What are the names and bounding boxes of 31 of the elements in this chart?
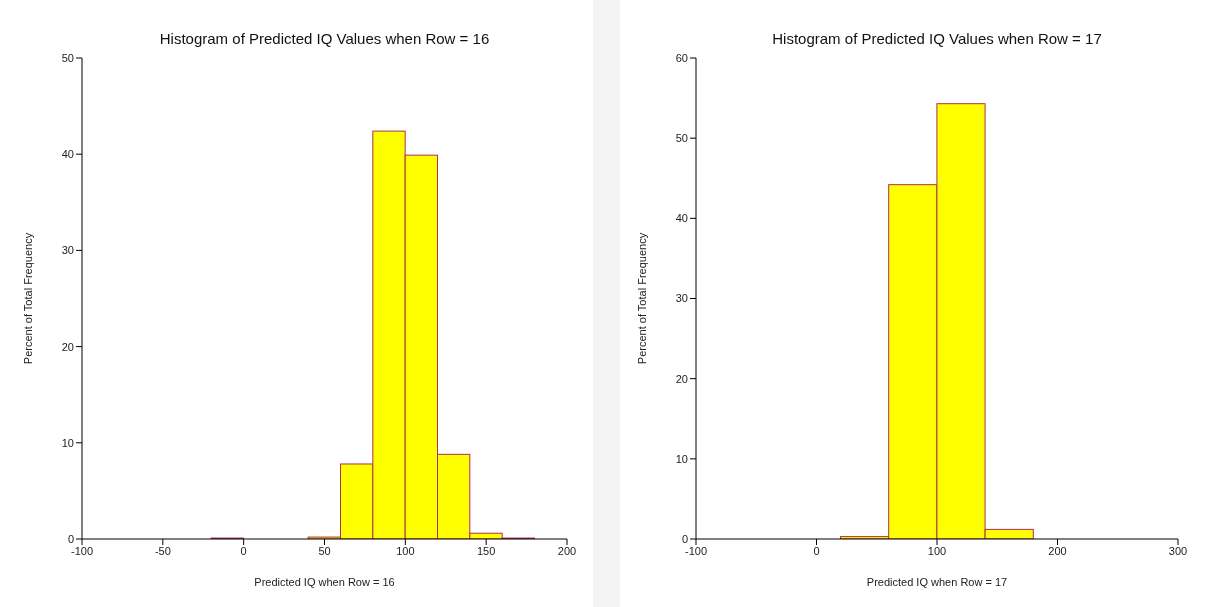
y-tick-label: 30 xyxy=(61,244,74,257)
x-tick-label: -100 xyxy=(684,544,708,557)
y-tick-label: 20 xyxy=(675,372,688,385)
x-axis-title: Predicted IQ when Row = 17 xyxy=(866,576,1008,588)
y-tick-label: 0 xyxy=(67,532,74,545)
y-axis-title: Percent of Total Frequency xyxy=(21,232,34,365)
y-tick-label: 50 xyxy=(61,51,74,64)
y-tick-label: 40 xyxy=(61,148,74,161)
x-axis-title: Predicted IQ when Row = 16 xyxy=(254,576,395,588)
x-tick-label: 150 xyxy=(476,544,496,557)
y-tick-label: 40 xyxy=(675,212,688,225)
x-tick-label: -50 xyxy=(154,544,171,557)
chart-title: Histogram of Predicted IQ Values when Row = 17 xyxy=(771,30,1103,47)
chart-title: Histogram of Predicted IQ Values when Row = 16 xyxy=(158,30,491,47)
x-tick-label: 0 xyxy=(813,544,820,557)
y-tick-label: 10 xyxy=(675,452,688,465)
x-tick-label: 200 xyxy=(1048,544,1067,557)
x-tick-label: 0 xyxy=(240,544,247,557)
y-tick-label: 30 xyxy=(675,292,688,305)
y-tick-label: 10 xyxy=(61,436,74,449)
y-tick-label: 20 xyxy=(61,340,74,353)
y-axis-title: Percent of Total Frequency xyxy=(635,232,648,365)
y-tick-label: 60 xyxy=(675,51,688,64)
x-tick-label: 200 xyxy=(557,544,577,557)
y-tick-label: 0 xyxy=(681,532,688,545)
x-tick-label: 50 xyxy=(318,544,331,557)
x-tick-label: -100 xyxy=(70,544,94,557)
x-tick-label: 100 xyxy=(396,544,415,557)
x-tick-label: 100 xyxy=(927,544,947,557)
y-tick-label: 50 xyxy=(675,132,688,145)
x-tick-label: 300 xyxy=(1168,544,1188,557)
